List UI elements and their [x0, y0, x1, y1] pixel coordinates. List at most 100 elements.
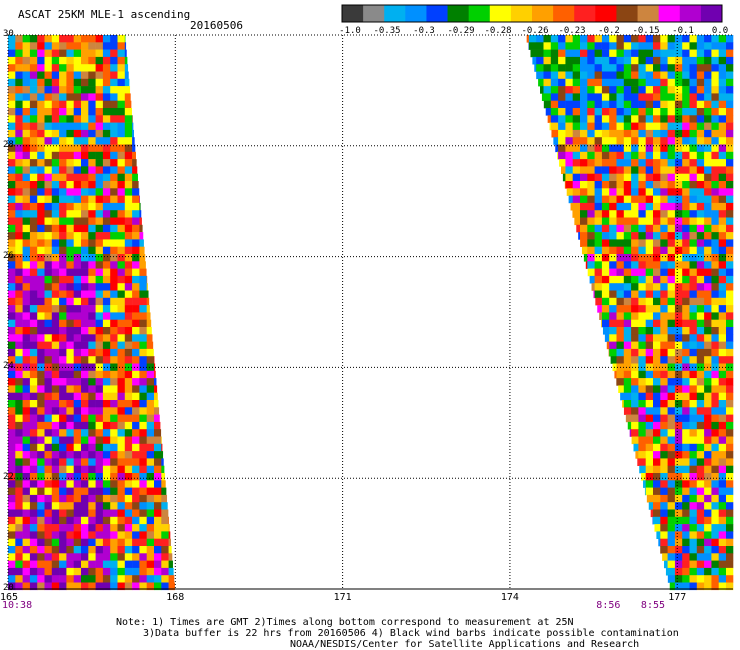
- data-cell: [681, 327, 690, 335]
- data-cell: [154, 509, 162, 518]
- data-cell: [711, 429, 719, 437]
- data-cell: [630, 370, 639, 379]
- data-cell: [66, 181, 74, 189]
- data-cell: [616, 275, 624, 284]
- data-cell: [37, 567, 45, 576]
- data-cell: [696, 363, 705, 372]
- data-cell: [594, 290, 602, 299]
- data-cell: [15, 378, 23, 386]
- data-cell: [8, 239, 16, 247]
- data-cell: [88, 49, 96, 58]
- data-cell: [37, 42, 45, 50]
- data-cell: [645, 35, 653, 43]
- data-cell: [681, 480, 690, 488]
- data-cell: [117, 239, 126, 247]
- data-cell: [696, 195, 705, 204]
- chart-title: ASCAT 25KM MLE-1 ascending: [18, 8, 191, 21]
- data-cell: [95, 538, 104, 547]
- data-cell: [110, 341, 118, 350]
- data-cell: [59, 451, 67, 459]
- data-cell: [638, 137, 646, 145]
- data-cell: [146, 560, 155, 569]
- data-cell: [95, 473, 104, 481]
- data-cell: [718, 261, 726, 269]
- data-cell: [102, 283, 111, 291]
- data-cell: [565, 93, 573, 101]
- data-cell: [22, 538, 31, 547]
- data-cell: [102, 217, 111, 226]
- data-cell: [696, 436, 705, 445]
- data-cell: [88, 480, 96, 488]
- data-cell: [557, 151, 566, 160]
- data-cell: [44, 129, 53, 138]
- data-cell: [59, 268, 67, 277]
- data-cell: [88, 122, 96, 131]
- data-cell: [88, 93, 96, 101]
- data-cell: [37, 560, 45, 569]
- data-cell: [95, 159, 104, 167]
- data-cell: [139, 429, 147, 437]
- data-cell: [44, 473, 53, 481]
- data-cell: [8, 224, 16, 233]
- data-cell: [146, 480, 155, 488]
- data-cell: [95, 144, 104, 153]
- data-cell: [102, 137, 111, 145]
- data-cell: [667, 49, 675, 58]
- data-cell: [37, 334, 45, 342]
- data-cell: [725, 334, 734, 342]
- data-cell: [29, 239, 38, 247]
- data-cell: [95, 407, 104, 415]
- data-cell: [711, 341, 719, 350]
- data-cell: [616, 173, 624, 182]
- data-cell: [594, 239, 602, 247]
- data-cell: [674, 327, 683, 335]
- data-cell: [579, 137, 588, 145]
- data-cell: [37, 421, 45, 430]
- data-cell: [110, 429, 118, 437]
- data-cell: [725, 356, 734, 364]
- data-cell: [623, 166, 632, 174]
- data-cell: [102, 538, 111, 547]
- data-cell: [638, 115, 646, 123]
- data-cell: [711, 473, 719, 481]
- data-cell: [117, 86, 126, 94]
- data-cell: [630, 319, 639, 328]
- data-cell: [681, 370, 690, 379]
- data-cell: [674, 232, 683, 240]
- data-cell: [117, 319, 126, 328]
- data-cell: [711, 100, 719, 109]
- data-cell: [88, 275, 96, 284]
- data-cell: [674, 421, 683, 430]
- data-cell: [725, 567, 734, 576]
- data-cell: [681, 494, 690, 503]
- data-cell: [703, 56, 712, 65]
- data-cell: [44, 144, 53, 153]
- data-cell: [652, 35, 661, 43]
- data-cell: [565, 49, 573, 58]
- y-tick-label: 28: [3, 139, 14, 150]
- data-cell: [667, 436, 675, 445]
- data-cell: [139, 531, 147, 539]
- data-cell: [59, 567, 67, 576]
- data-cell: [610, 356, 617, 364]
- data-cell: [132, 137, 135, 145]
- data-cell: [73, 108, 82, 116]
- data-cell: [81, 56, 89, 65]
- data-cell: [95, 93, 104, 101]
- data-cell: [95, 122, 104, 131]
- data-cell: [601, 188, 610, 196]
- data-cell: [73, 254, 82, 262]
- data-cell: [711, 334, 719, 342]
- data-cell: [124, 560, 133, 569]
- data-cell: [652, 56, 661, 65]
- data-cell: [29, 93, 38, 101]
- data-cell: [29, 582, 38, 591]
- data-cell: [711, 575, 719, 583]
- data-cell: [623, 35, 632, 43]
- data-cell: [616, 319, 624, 328]
- data-cell: [725, 217, 734, 226]
- data-cell: [110, 254, 118, 262]
- data-cell: [557, 49, 566, 58]
- data-cell: [29, 115, 38, 123]
- data-cell: [8, 108, 16, 116]
